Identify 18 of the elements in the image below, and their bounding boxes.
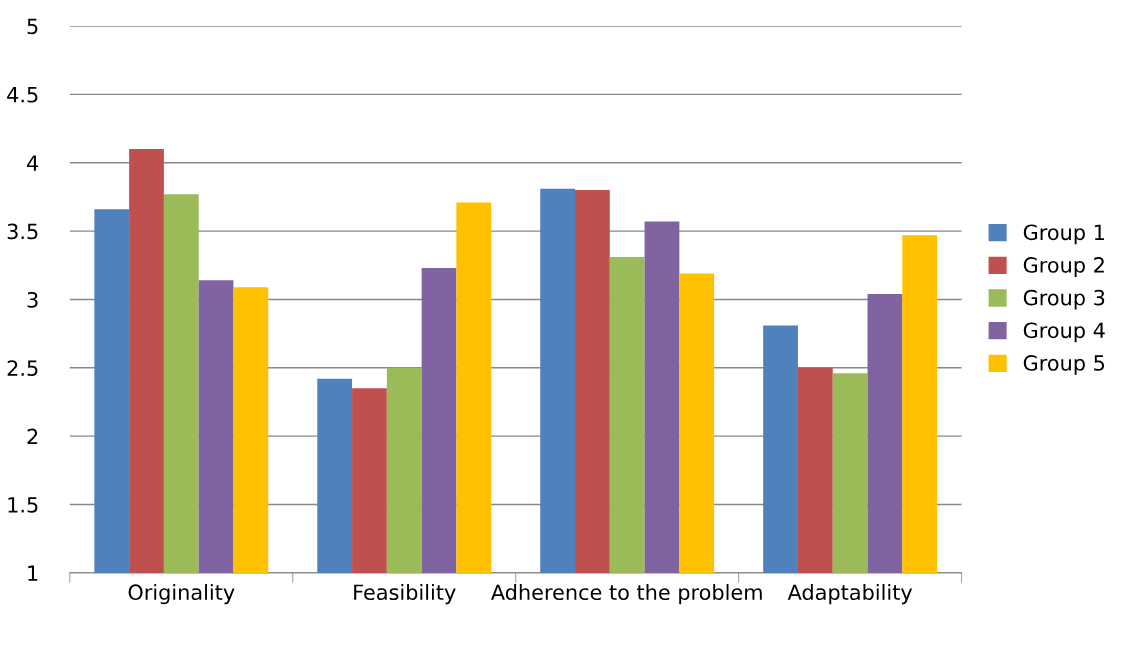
legend-label: Group 4	[1023, 322, 1105, 343]
y-tick-label: 4.5	[7, 87, 38, 103]
y-tick-label: 5	[27, 18, 38, 35]
y-tick-label: 1	[28, 565, 38, 581]
legend-label: Group 1	[1023, 224, 1104, 245]
legend-label: Group 2	[1023, 257, 1104, 277]
y-tick-label: 2.5	[7, 360, 38, 377]
x-tick-label: Adherence to the problem	[491, 583, 762, 605]
y-tick-label: 2	[27, 428, 38, 445]
x-tick-label: Originality	[128, 583, 235, 605]
y-tick-label: 3.5	[7, 223, 38, 240]
x-tick-label: Feasibility	[354, 583, 456, 605]
y-tick-label: 4	[27, 155, 39, 171]
x-tick-label: Adaptability	[787, 583, 913, 605]
y-tick-label: 3	[27, 291, 38, 308]
legend-label: Group 3	[1023, 289, 1105, 310]
y-tick-label: 1.5	[8, 497, 38, 513]
legend-label: Group 5	[1023, 355, 1105, 375]
